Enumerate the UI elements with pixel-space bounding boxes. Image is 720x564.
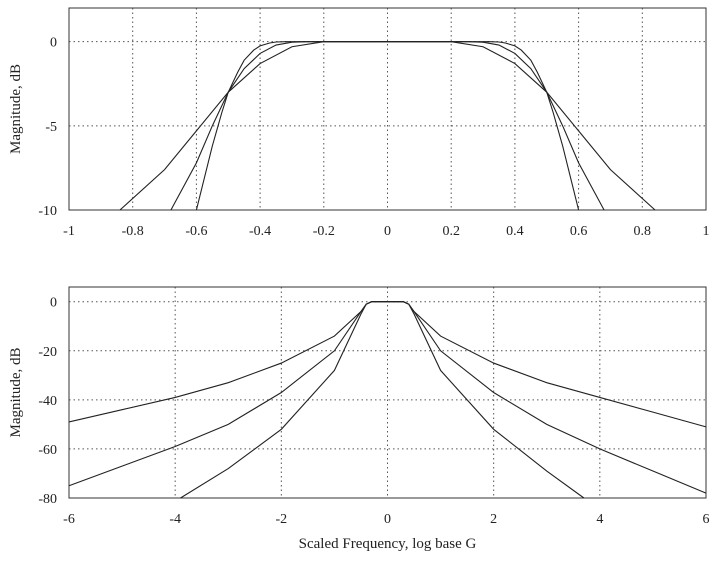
x-tick-label: 0.8: [634, 224, 652, 239]
x-tick-label: -0.6: [185, 224, 207, 239]
y-tick-label: -20: [38, 345, 57, 360]
x-tick-label: 4: [596, 512, 603, 527]
x-tick-label: -0.4: [249, 224, 271, 239]
plot-frame: [68, 286, 707, 499]
x-tick-label: 0.2: [442, 224, 460, 239]
x-tick-label: -0.8: [122, 224, 144, 239]
y-axis-label: Magnitude, dB: [8, 348, 24, 438]
series-line-2: [68, 301, 707, 494]
x-tick-label: -0.2: [313, 224, 335, 239]
y-tick-label: -10: [38, 204, 57, 219]
y-tick-label: 0: [50, 296, 57, 311]
y-tick-label: -5: [45, 120, 57, 135]
x-tick-label: 6: [703, 512, 710, 527]
series-line-3: [180, 301, 585, 499]
x-tick-label: 0.6: [570, 224, 588, 239]
x-tick-label: -6: [63, 512, 75, 527]
x-tick-label: -2: [275, 512, 287, 527]
x-axis-label: Scaled Frequency, log base G: [299, 536, 477, 552]
x-tick-label: -1: [63, 224, 75, 239]
plot-frame: [68, 7, 707, 211]
x-tick-label: 0.4: [506, 224, 524, 239]
y-tick-label: -40: [38, 394, 57, 409]
x-tick-label: 1: [703, 224, 710, 239]
series-line-3: [195, 41, 580, 211]
x-tick-label: 0: [384, 224, 391, 239]
y-tick-label: 0: [50, 36, 57, 51]
x-tick-label: 2: [490, 512, 497, 527]
y-tick-label: -80: [38, 492, 57, 507]
x-tick-label: -4: [169, 512, 181, 527]
top-chart: -1 -0.8 -0.6 -0.4 -0.2 0 0.2 0.4 0.6 0.8 1 0 -5 -10 Ma…: [8, 7, 710, 239]
y-axis-label: Magnitude, dB: [8, 64, 24, 154]
y-tick-label: -60: [38, 443, 57, 458]
x-tick-label: 0: [384, 512, 391, 527]
